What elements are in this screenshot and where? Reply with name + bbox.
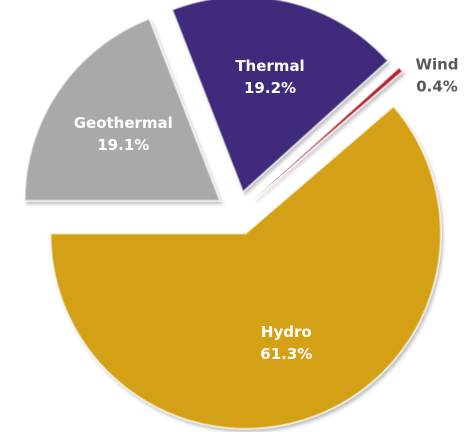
slice-label: Geothermal (74, 114, 173, 132)
slice-label: Hydro (261, 323, 312, 341)
pie-slice (49, 105, 442, 430)
pie-slice (23, 17, 222, 202)
slice-value-label: 0.4% (416, 78, 458, 96)
slice-value-label: 61.3% (260, 345, 312, 363)
slice-label: Wind (415, 56, 458, 74)
slice-label: Thermal (235, 57, 304, 75)
pie-slice (171, 0, 390, 194)
slice-value-label: 19.2% (244, 79, 296, 97)
slice-value-label: 19.1% (97, 136, 149, 154)
pie-slice (253, 66, 404, 200)
